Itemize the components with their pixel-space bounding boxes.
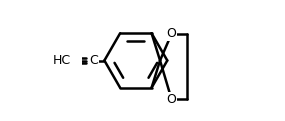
Text: O: O	[167, 93, 176, 106]
Text: HC: HC	[53, 54, 71, 67]
Text: C: C	[89, 54, 98, 67]
Text: O: O	[167, 27, 176, 40]
